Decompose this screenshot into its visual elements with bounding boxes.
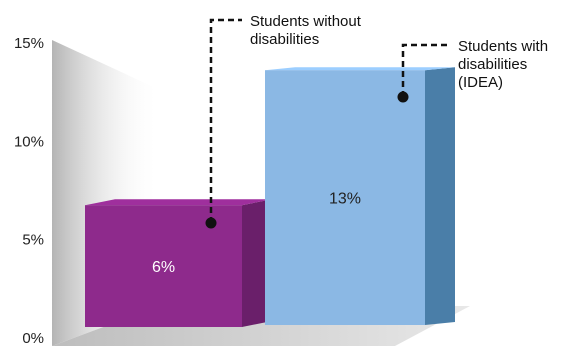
bar-value-label: 6% bbox=[152, 259, 175, 276]
callout-marker-dot bbox=[205, 217, 217, 229]
bar-side-face bbox=[242, 199, 272, 327]
bar-side-face bbox=[425, 67, 455, 325]
callout-label: disabilities bbox=[458, 56, 527, 73]
y-tick-label: 0% bbox=[22, 330, 44, 347]
callout-label: (IDEA) bbox=[458, 74, 503, 91]
callout-label: disabilities bbox=[250, 31, 319, 48]
bar bbox=[265, 70, 425, 325]
callout-leader-line bbox=[209, 18, 242, 223]
callout-leader-line bbox=[401, 43, 450, 97]
y-tick-label: 5% bbox=[22, 232, 44, 249]
y-tick-label: 10% bbox=[14, 133, 44, 150]
callout-label: Students without bbox=[250, 13, 362, 30]
bar-top-face bbox=[265, 67, 455, 71]
bar-value-label: 13% bbox=[329, 191, 361, 208]
callout-label: Students with bbox=[458, 38, 548, 55]
bar-top-face bbox=[85, 199, 272, 206]
callout-marker-dot bbox=[397, 91, 409, 103]
y-tick-label: 15% bbox=[14, 35, 44, 52]
